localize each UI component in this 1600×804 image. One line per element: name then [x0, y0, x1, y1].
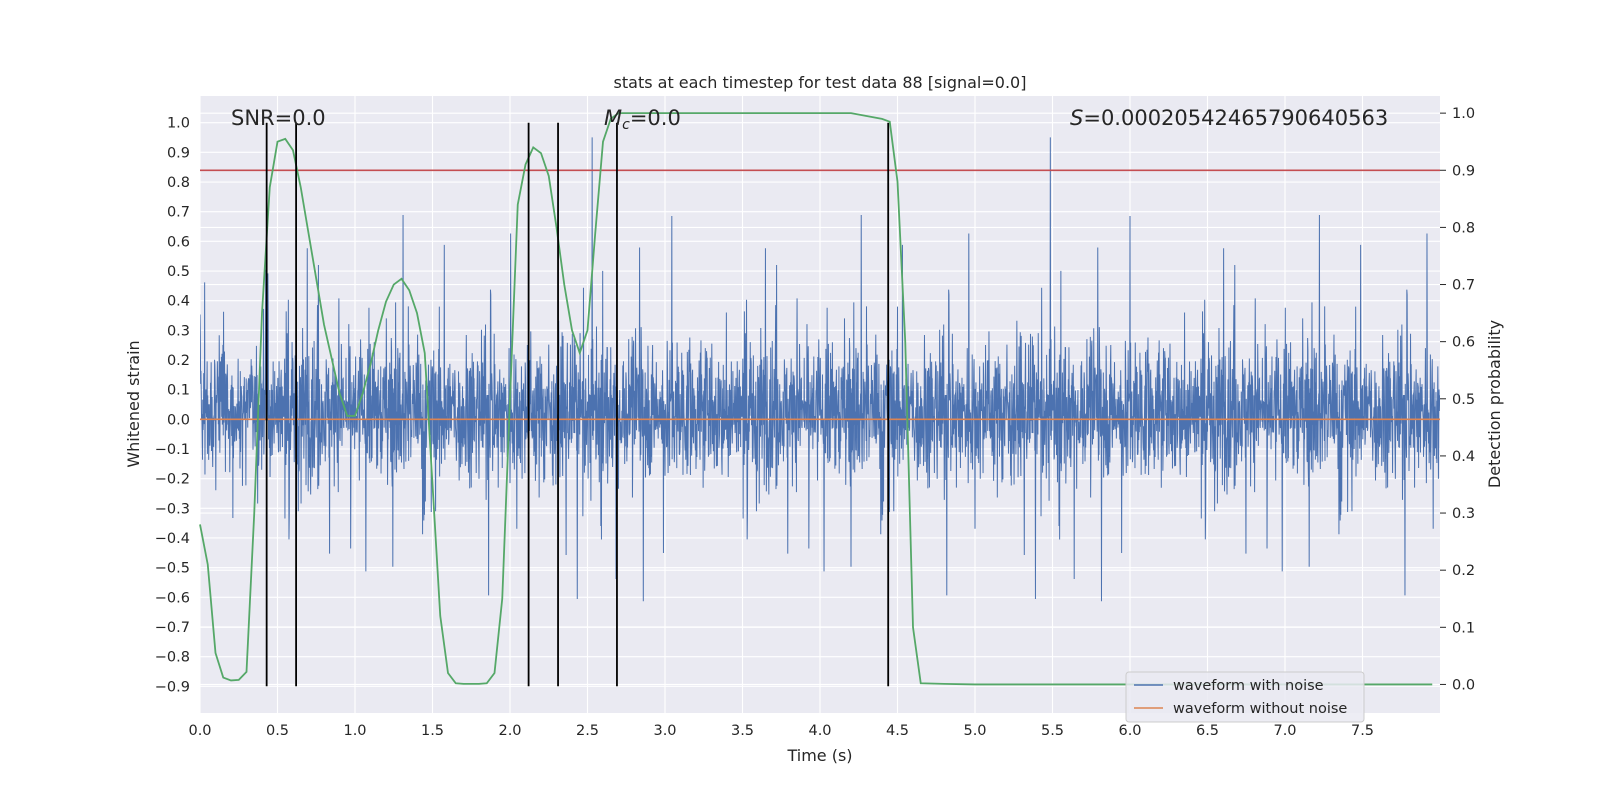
y-tick-label: −0.6 [155, 590, 190, 606]
x-tick-label: 4.5 [886, 723, 909, 739]
x-tick-label: 6.5 [1196, 723, 1219, 739]
x-tick-label: 2.5 [576, 723, 599, 739]
legend-label-noise: waveform with noise [1173, 678, 1324, 694]
series-lines [199, 112, 1440, 686]
mc-value: =0.0 [630, 106, 681, 130]
legend-box [1125, 671, 1365, 723]
y-tick-label: 0.4 [167, 294, 190, 310]
y-tick-label: −0.8 [155, 650, 190, 666]
y-tick-label: 0.8 [167, 175, 190, 191]
x-axis-label: Time (s) [786, 746, 852, 765]
x-tick-label: 7.0 [1273, 723, 1296, 739]
y-tick-label: 0.2 [167, 353, 190, 369]
y2-tick-label: 0.7 [1452, 278, 1475, 294]
y-tick-label: −0.4 [155, 531, 190, 547]
x-tick-label: 1.0 [343, 723, 366, 739]
y-tick-label: −0.7 [155, 620, 190, 636]
noise-series [200, 137, 1440, 602]
x-tick-label: 6.0 [1118, 723, 1141, 739]
y-tick-label: 0.3 [167, 323, 190, 339]
y2-tick-label: 0.5 [1452, 392, 1475, 408]
y2-tick-label: 0.6 [1452, 335, 1475, 351]
y2-tick-label: 0.8 [1452, 220, 1475, 236]
y-tick-label: 0.5 [167, 264, 190, 280]
vertical-markers [265, 122, 890, 687]
x-tick-label: 5.0 [963, 723, 986, 739]
y2-tick-label: 0.3 [1452, 506, 1475, 522]
y2-axis-label: Detection probability [1485, 320, 1504, 488]
y-axis-label: Whitened strain [124, 340, 143, 467]
y2-tick-label: 0.4 [1452, 449, 1475, 465]
y-tick-label: 0.0 [167, 412, 190, 428]
y2-tick-label: 0.2 [1452, 563, 1475, 579]
s-annotation: S=0.00020542465790640563 [1070, 106, 1388, 130]
y2-tick-label: 0.1 [1452, 620, 1475, 636]
y-tick-label: 0.7 [167, 205, 190, 221]
mc-subscript: c [622, 117, 630, 133]
y-tick-label: 0.9 [167, 145, 190, 161]
x-tick-label: 0.5 [266, 723, 289, 739]
y2-tick-label: 0.9 [1452, 163, 1475, 179]
y2-tick-label: 0.0 [1452, 677, 1475, 693]
axes: 0.0 0.5 1.0 1.5 2.0 2.5 3.0 3.5 4.0 4.5 5.0 5.5 6.0 6… [155, 106, 1475, 739]
y-tick-label: −0.1 [155, 442, 190, 458]
s-prefix: S [1070, 106, 1083, 130]
x-tick-label: 0.0 [188, 723, 211, 739]
y-tick-label: −0.3 [155, 501, 190, 517]
mc-annotation: Mc=0.0 [604, 106, 681, 133]
x-tick-label: 2.0 [498, 723, 521, 739]
snr-annotation: SNR=0.0 [231, 106, 326, 130]
s-value: =0.00020542465790640563 [1083, 106, 1388, 130]
x-tick-label: 5.5 [1041, 723, 1064, 739]
x-tick-label: 4.0 [808, 723, 831, 739]
y-tick-label: 0.1 [167, 383, 190, 399]
x-tick-label: 3.0 [653, 723, 676, 739]
y-tick-label: 0.6 [167, 234, 190, 250]
y2-tick-label: 1.0 [1452, 106, 1475, 122]
mc-prefix: M [604, 106, 622, 130]
y-tick-label: −0.9 [155, 679, 190, 695]
y-tick-label: 1.0 [167, 116, 190, 132]
y-tick-label: −0.5 [155, 561, 190, 577]
y-tick-label: −0.2 [155, 472, 190, 488]
x-tick-label: 3.5 [731, 723, 754, 739]
chart-title: stats at each timestep for test data 88 … [614, 73, 1027, 92]
detection-probability-line [199, 112, 1433, 686]
waveform-with-noise-line [200, 137, 1440, 602]
x-tick-label: 7.5 [1351, 723, 1374, 739]
legend: waveform with noise waveform without noi… [1125, 671, 1365, 723]
x-tick-label: 1.5 [421, 723, 444, 739]
legend-label-clean: waveform without noise [1173, 701, 1347, 717]
